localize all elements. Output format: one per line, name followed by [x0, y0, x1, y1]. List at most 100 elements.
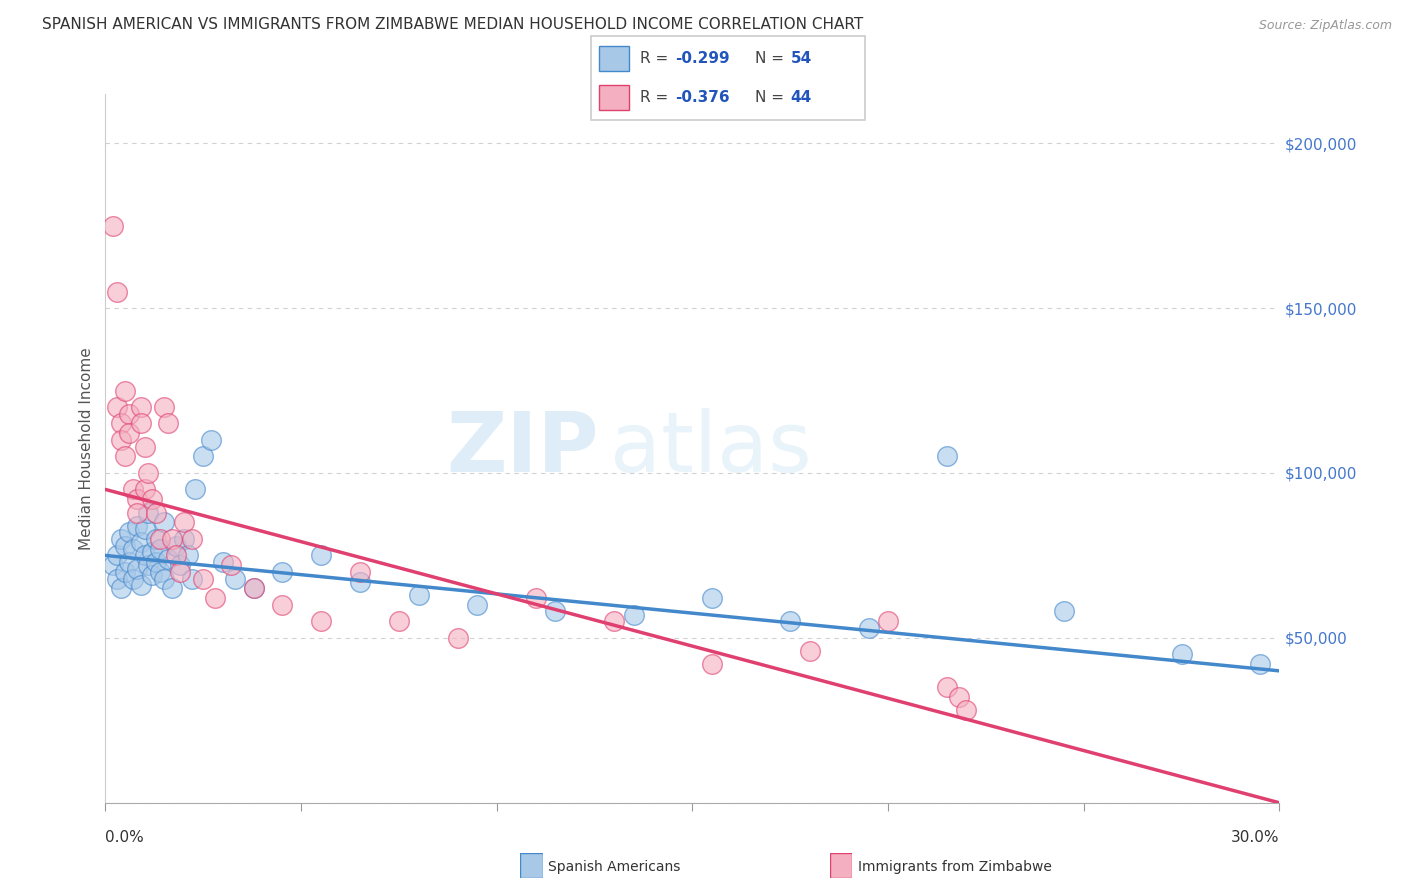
Point [149, 541, 172, 556]
Point [110, 417, 132, 431]
Text: 0.0%: 0.0% [105, 830, 145, 845]
Text: 54: 54 [790, 51, 811, 66]
Text: N =: N = [755, 51, 789, 66]
Point [149, 532, 172, 546]
Text: Spanish Americans: Spanish Americans [548, 860, 681, 874]
FancyBboxPatch shape [599, 45, 628, 71]
Point [160, 582, 183, 596]
Text: R =: R = [640, 90, 673, 105]
Point [948, 690, 970, 705]
Point [243, 582, 266, 596]
Text: -0.299: -0.299 [675, 51, 730, 66]
Point [125, 492, 148, 507]
Point [465, 598, 488, 612]
Text: atlas: atlas [610, 408, 813, 489]
Point [129, 417, 152, 431]
Point [165, 549, 187, 563]
Point [270, 598, 292, 612]
Point [169, 558, 191, 573]
Point [110, 433, 132, 447]
Point [349, 565, 371, 579]
Point [141, 545, 163, 559]
Point [1170, 648, 1192, 662]
Point [125, 506, 148, 520]
Point [180, 532, 202, 546]
Point [799, 644, 821, 658]
Point [134, 483, 156, 497]
Point [129, 535, 152, 549]
Point [935, 450, 957, 464]
FancyBboxPatch shape [830, 853, 852, 878]
Point [129, 578, 152, 592]
Point [349, 574, 371, 589]
Point [114, 450, 136, 464]
Point [153, 400, 176, 414]
Point [309, 615, 332, 629]
Point [524, 591, 547, 606]
Point [243, 582, 266, 596]
Point [153, 572, 176, 586]
Point [118, 426, 141, 441]
Point [408, 588, 430, 602]
Text: Immigrants from Zimbabwe: Immigrants from Zimbabwe [858, 860, 1052, 874]
Point [388, 615, 411, 629]
Point [145, 532, 167, 546]
Point [193, 450, 215, 464]
Point [105, 400, 128, 414]
Point [134, 522, 156, 536]
Point [114, 384, 136, 398]
Point [160, 532, 183, 546]
Point [141, 492, 163, 507]
Point [877, 615, 900, 629]
Point [219, 558, 242, 573]
Point [103, 219, 125, 233]
Point [1249, 657, 1271, 672]
Point [149, 565, 172, 579]
Point [165, 539, 187, 553]
Text: N =: N = [755, 90, 789, 105]
Point [700, 657, 723, 672]
FancyBboxPatch shape [520, 853, 543, 878]
Point [169, 565, 191, 579]
Point [623, 607, 645, 622]
Point [211, 555, 233, 569]
Point [176, 549, 198, 563]
Point [121, 483, 143, 497]
Point [145, 555, 167, 569]
Point [114, 539, 136, 553]
Point [200, 433, 222, 447]
Point [204, 591, 226, 606]
Point [125, 518, 148, 533]
Point [544, 605, 567, 619]
Text: SPANISH AMERICAN VS IMMIGRANTS FROM ZIMBABWE MEDIAN HOUSEHOLD INCOME CORRELATION: SPANISH AMERICAN VS IMMIGRANTS FROM ZIMB… [42, 17, 863, 31]
Y-axis label: Median Household Income: Median Household Income [79, 347, 94, 549]
Point [700, 591, 723, 606]
Point [603, 615, 626, 629]
Point [114, 565, 136, 579]
Point [955, 703, 977, 717]
Point [173, 516, 195, 530]
Point [180, 572, 202, 586]
Point [138, 466, 160, 480]
Point [138, 558, 160, 573]
Point [138, 506, 160, 520]
Point [1053, 605, 1076, 619]
Point [153, 516, 176, 530]
Point [193, 572, 215, 586]
Point [134, 440, 156, 454]
Text: -0.376: -0.376 [675, 90, 730, 105]
Point [134, 549, 156, 563]
Point [129, 400, 152, 414]
Point [110, 582, 132, 596]
Point [270, 565, 292, 579]
Point [935, 681, 957, 695]
Text: R =: R = [640, 51, 673, 66]
Point [779, 615, 801, 629]
Point [105, 572, 128, 586]
Point [118, 525, 141, 540]
Point [309, 549, 332, 563]
Point [157, 551, 180, 566]
Point [121, 541, 143, 556]
Point [157, 417, 180, 431]
Text: 30.0%: 30.0% [1232, 830, 1279, 845]
